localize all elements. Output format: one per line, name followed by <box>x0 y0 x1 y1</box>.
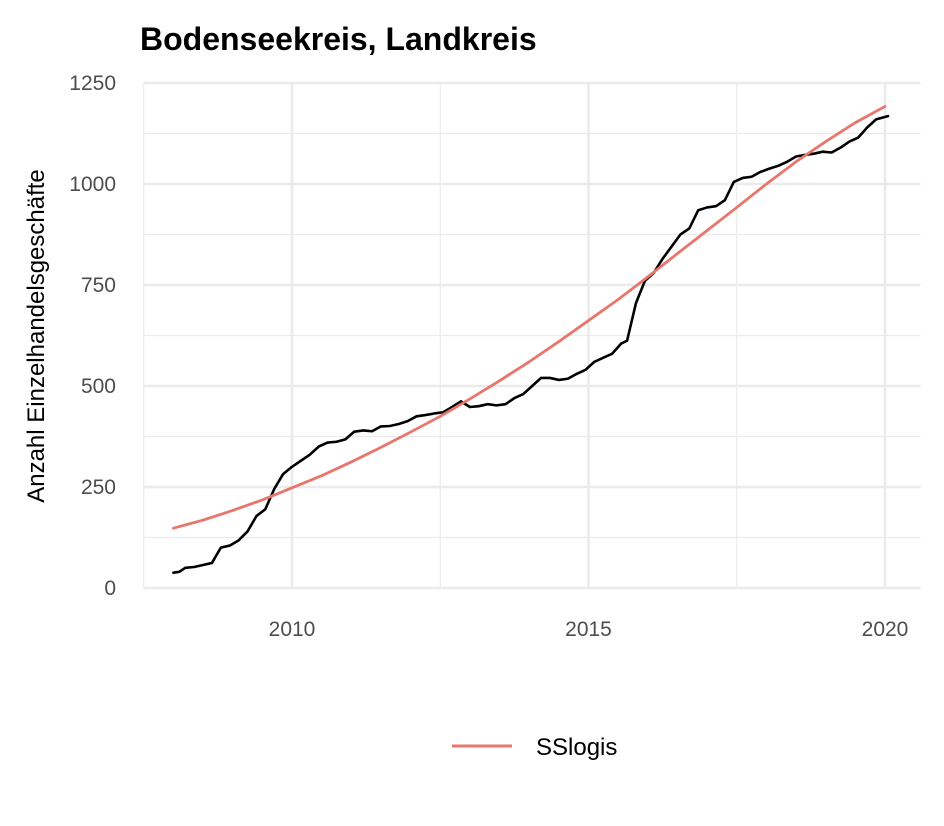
y-tick-label: 750 <box>81 274 116 297</box>
grid <box>143 81 921 590</box>
x-tick-label: 2010 <box>269 618 316 641</box>
y-tick-label: 250 <box>81 476 116 499</box>
x-tick-label: 2020 <box>862 618 909 641</box>
series-group <box>172 105 890 574</box>
y-tick-label: 0 <box>104 577 116 600</box>
series-line-sslogis <box>172 105 887 530</box>
y-tick-label: 1000 <box>69 173 116 196</box>
y-axis-label: Anzahl Einzelhandelsgeschäfte <box>23 169 50 503</box>
y-axis-ticks: 0 250 500 750 1000 1250 <box>69 72 116 600</box>
series-line-observed <box>172 114 890 574</box>
y-tick-label: 500 <box>81 375 116 398</box>
y-tick-label: 1250 <box>69 72 116 95</box>
x-axis-ticks: 2010 2015 2020 <box>269 618 909 641</box>
chart-title: Bodenseekreis, Landkreis <box>140 21 537 57</box>
legend-label-sslogis: SSlogis <box>536 734 617 761</box>
legend: SSlogis <box>452 734 617 761</box>
x-tick-label: 2015 <box>565 618 612 641</box>
